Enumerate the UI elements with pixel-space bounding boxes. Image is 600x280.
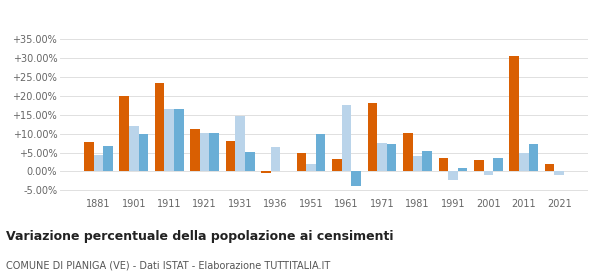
Bar: [554, 171, 564, 175]
Bar: [139, 134, 148, 171]
Bar: [484, 171, 493, 175]
Bar: [439, 158, 448, 171]
Bar: [129, 126, 139, 171]
Bar: [474, 160, 484, 171]
Text: Variazione percentuale della popolazione ai censimenti: Variazione percentuale della popolazione…: [6, 230, 394, 242]
Bar: [519, 153, 529, 171]
Bar: [377, 143, 387, 171]
Bar: [200, 132, 209, 171]
Bar: [164, 109, 174, 171]
Bar: [332, 159, 342, 171]
Bar: [261, 171, 271, 173]
Bar: [413, 156, 422, 171]
Bar: [342, 105, 351, 171]
Bar: [235, 116, 245, 171]
Bar: [403, 132, 413, 171]
Bar: [103, 146, 113, 171]
Bar: [306, 164, 316, 171]
Bar: [387, 144, 397, 171]
Bar: [493, 158, 503, 171]
Bar: [271, 147, 280, 171]
Bar: [245, 152, 254, 171]
Bar: [509, 56, 519, 171]
Bar: [316, 134, 325, 171]
Bar: [226, 141, 235, 171]
Bar: [94, 155, 103, 171]
Bar: [545, 164, 554, 171]
Text: COMUNE DI PIANIGA (VE) - Dati ISTAT - Elaborazione TUTTITALIA.IT: COMUNE DI PIANIGA (VE) - Dati ISTAT - El…: [6, 260, 330, 270]
Bar: [174, 109, 184, 171]
Bar: [448, 171, 458, 180]
Bar: [209, 132, 219, 171]
Bar: [297, 153, 306, 171]
Bar: [458, 169, 467, 171]
Bar: [190, 129, 200, 171]
Bar: [84, 142, 94, 171]
Bar: [368, 103, 377, 171]
Bar: [422, 151, 432, 171]
Bar: [155, 83, 164, 171]
Bar: [529, 144, 538, 171]
Bar: [119, 96, 129, 171]
Bar: [351, 171, 361, 186]
